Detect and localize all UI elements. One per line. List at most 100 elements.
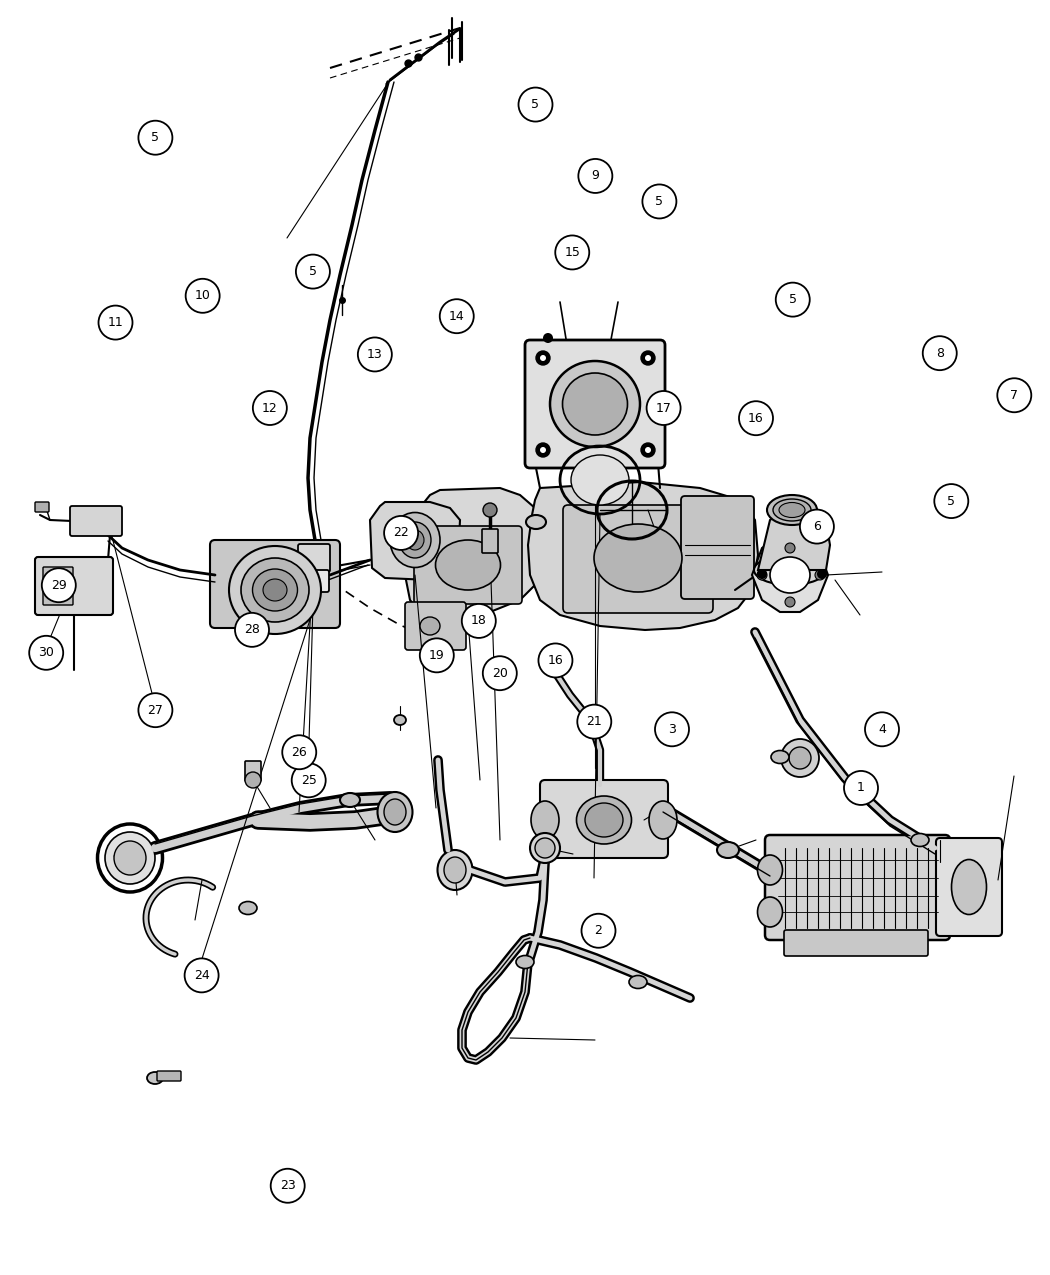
Circle shape	[29, 636, 63, 669]
Circle shape	[934, 484, 968, 518]
Circle shape	[555, 236, 589, 269]
Text: 5: 5	[947, 495, 956, 507]
Ellipse shape	[384, 799, 406, 825]
FancyBboxPatch shape	[784, 929, 928, 956]
Circle shape	[865, 713, 899, 746]
Circle shape	[384, 516, 418, 550]
Circle shape	[519, 88, 552, 121]
FancyBboxPatch shape	[936, 838, 1002, 936]
Circle shape	[655, 713, 689, 746]
Polygon shape	[752, 536, 828, 612]
Ellipse shape	[105, 833, 155, 884]
FancyBboxPatch shape	[482, 529, 498, 553]
Ellipse shape	[390, 513, 440, 567]
Ellipse shape	[340, 793, 360, 807]
Circle shape	[776, 283, 810, 316]
Circle shape	[462, 604, 496, 638]
Circle shape	[643, 185, 676, 218]
Circle shape	[539, 644, 572, 677]
Text: 12: 12	[262, 402, 277, 414]
Text: 2: 2	[594, 924, 603, 937]
Ellipse shape	[394, 715, 406, 725]
Circle shape	[578, 705, 611, 738]
Ellipse shape	[420, 617, 440, 635]
Circle shape	[271, 1169, 304, 1202]
Circle shape	[99, 306, 132, 339]
Circle shape	[815, 570, 825, 580]
Text: 1: 1	[857, 782, 865, 794]
Circle shape	[800, 510, 834, 543]
Text: 5: 5	[789, 293, 797, 306]
Ellipse shape	[571, 455, 629, 505]
FancyBboxPatch shape	[210, 541, 340, 629]
Circle shape	[789, 747, 811, 769]
Circle shape	[998, 379, 1031, 412]
Circle shape	[483, 504, 497, 516]
Ellipse shape	[585, 803, 623, 836]
Circle shape	[253, 391, 287, 425]
Ellipse shape	[770, 557, 810, 593]
Circle shape	[358, 338, 392, 371]
Circle shape	[139, 121, 172, 154]
FancyBboxPatch shape	[681, 496, 754, 599]
Text: 5: 5	[655, 195, 664, 208]
Ellipse shape	[531, 801, 559, 839]
Circle shape	[640, 351, 655, 365]
Circle shape	[781, 740, 819, 776]
Text: 9: 9	[591, 170, 600, 182]
Text: 17: 17	[655, 402, 672, 414]
Circle shape	[817, 569, 827, 579]
FancyBboxPatch shape	[563, 505, 713, 613]
Circle shape	[186, 279, 219, 312]
FancyBboxPatch shape	[405, 602, 466, 650]
Circle shape	[540, 448, 546, 453]
Ellipse shape	[147, 1072, 163, 1084]
Ellipse shape	[766, 495, 817, 525]
Circle shape	[139, 694, 172, 727]
Circle shape	[640, 442, 655, 456]
Circle shape	[543, 333, 553, 343]
Text: 21: 21	[586, 715, 603, 728]
Text: 14: 14	[449, 310, 464, 323]
Text: 28: 28	[244, 623, 260, 636]
Ellipse shape	[444, 857, 466, 884]
Circle shape	[540, 354, 546, 361]
FancyBboxPatch shape	[70, 506, 122, 536]
Ellipse shape	[262, 579, 287, 601]
Circle shape	[757, 570, 766, 580]
Ellipse shape	[242, 558, 309, 622]
Text: 6: 6	[813, 520, 821, 533]
Text: 4: 4	[878, 723, 886, 736]
Ellipse shape	[911, 834, 929, 847]
Ellipse shape	[229, 546, 321, 634]
Circle shape	[844, 771, 878, 805]
Ellipse shape	[406, 530, 424, 550]
Ellipse shape	[239, 901, 257, 914]
Text: 5: 5	[531, 98, 540, 111]
Text: 16: 16	[548, 654, 564, 667]
Ellipse shape	[530, 833, 560, 863]
Circle shape	[923, 337, 957, 370]
Circle shape	[536, 351, 550, 365]
Text: 5: 5	[151, 131, 160, 144]
Text: 29: 29	[50, 579, 67, 592]
Ellipse shape	[438, 850, 472, 890]
Ellipse shape	[516, 955, 534, 969]
Ellipse shape	[771, 751, 789, 764]
FancyBboxPatch shape	[35, 557, 113, 615]
Text: 7: 7	[1010, 389, 1018, 402]
Ellipse shape	[550, 361, 640, 448]
Ellipse shape	[114, 842, 146, 875]
Text: 20: 20	[491, 667, 508, 680]
Circle shape	[645, 354, 651, 361]
Ellipse shape	[951, 859, 987, 914]
Ellipse shape	[378, 792, 413, 833]
Circle shape	[245, 771, 261, 788]
Ellipse shape	[563, 374, 628, 435]
Circle shape	[785, 543, 795, 553]
Circle shape	[483, 657, 517, 690]
Circle shape	[739, 402, 773, 435]
Circle shape	[440, 300, 474, 333]
Ellipse shape	[399, 521, 430, 558]
Text: 30: 30	[38, 646, 55, 659]
